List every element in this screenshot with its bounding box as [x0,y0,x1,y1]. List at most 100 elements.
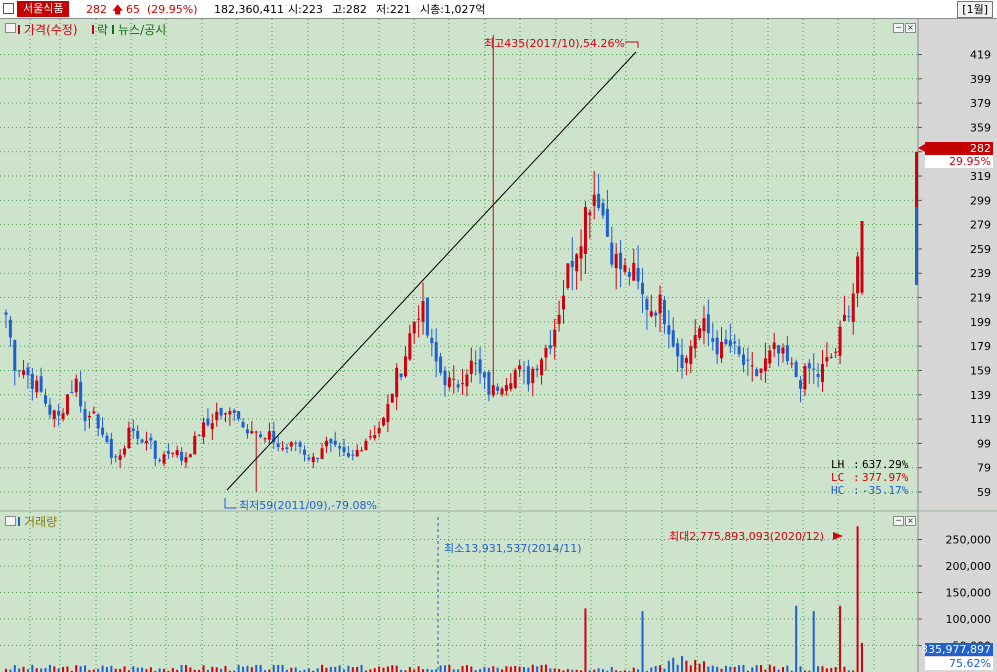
candle-body [509,383,513,390]
candle-body [70,392,74,394]
candle-body [175,450,179,456]
current-pct-tag-text: 29.95% [949,155,991,168]
candle-body [847,316,851,318]
current-pct-tag [925,155,993,168]
candle-body [513,370,517,388]
stock-chart[interactable]: 가격(수정) 락 뉴스/공시 최고435(2017/10),54.26% 최저5… [0,19,997,672]
candle-body [364,440,368,451]
volume-bar [184,665,187,672]
candle-body [57,410,61,416]
candle-body [250,431,254,434]
volume-bar [417,666,420,672]
volume-bar [847,670,850,672]
candle-body [228,411,232,415]
candle-body [733,341,737,344]
candle-body [698,328,702,338]
candle-body [851,293,855,323]
legend-price-label[interactable]: 가격(수정) [24,23,78,37]
candle-body [158,459,162,461]
candle-body [597,193,601,208]
volume-bar [632,667,635,672]
volume-bar [685,660,688,672]
min-max-trend-line[interactable] [226,51,637,491]
volume-bar [610,666,613,672]
volume-bar [817,666,820,672]
price-tick-label: 299 [970,194,991,207]
volume-bar [430,669,433,672]
volume-bar [351,667,354,672]
candle-body [632,262,636,281]
candle-body [575,254,579,272]
candle-body [693,335,697,349]
volume-bar [606,670,609,672]
volume-bar [465,665,468,672]
candle-body [649,311,653,317]
pane-splitter[interactable] [0,510,997,512]
candle-body [245,429,249,434]
volume-bar [215,667,218,672]
candle-body [548,345,552,349]
stock-name-badge[interactable]: 서울식품 [17,1,70,17]
volume-bar [457,669,460,672]
legend-news-label[interactable]: 뉴스/공시 [118,23,166,37]
candle-body [456,384,460,388]
legend-split-label[interactable]: 락 [97,23,108,37]
candle-body [434,342,438,362]
volume-bar [26,669,29,672]
candle-body [566,263,570,288]
candle-body [583,207,587,254]
price-pane-close-button[interactable]: × [905,23,916,33]
candle-body [96,414,100,429]
candle-body [202,422,206,438]
candle-body [390,393,394,403]
candle-body [614,253,618,268]
candle-body [298,442,302,447]
volume-pane-select-button[interactable] [5,516,16,526]
volume-bar [246,665,249,672]
volume-bar [303,669,306,672]
volume-pane-minimize-button[interactable]: ─ [893,516,904,526]
candle-body [140,439,144,443]
legend-volume-label[interactable]: 거래량 [24,515,57,529]
volume-bar [79,666,82,672]
volume-bar [316,668,319,672]
select-checkbox[interactable] [3,3,14,14]
volume-bar [641,611,644,672]
volume-bar [839,605,842,672]
volume-bar [645,670,648,672]
volume-bar [9,669,12,672]
volume-bar [224,666,227,672]
candle-body [706,314,710,334]
volume-bar [5,668,7,672]
period-selector[interactable]: [1월] [957,1,993,18]
candle-body [755,369,759,377]
volume-bar [92,669,95,672]
price-tick-label: 319 [970,170,991,183]
candle-body [645,298,649,310]
volume-bar [325,667,328,672]
price-pane-select-button[interactable] [5,23,16,33]
open-price: 시:223 [288,3,323,16]
candle-body [702,318,706,332]
candle-body [193,435,197,455]
volume-bar [189,667,192,672]
volume-bar [597,668,600,672]
candle-body [469,360,473,374]
price-pane-minimize-button[interactable]: ─ [893,23,904,33]
volume-bar [746,670,749,672]
candle-body [403,356,407,377]
price-pane-background [0,19,918,510]
volume-bar [834,667,837,672]
volume-bar [395,665,398,672]
candle-body [531,368,535,384]
volume-bar [35,668,38,672]
candle-body [461,383,465,385]
trade-volume: 182,360,411 [214,3,284,16]
candle-body [496,386,500,391]
candle-body [579,246,583,259]
volume-bar [321,664,324,672]
price-tick-label: 99 [977,437,991,450]
volume-bar [400,669,403,672]
volume-pane-close-button[interactable]: × [905,516,916,526]
volume-bar [808,670,811,672]
